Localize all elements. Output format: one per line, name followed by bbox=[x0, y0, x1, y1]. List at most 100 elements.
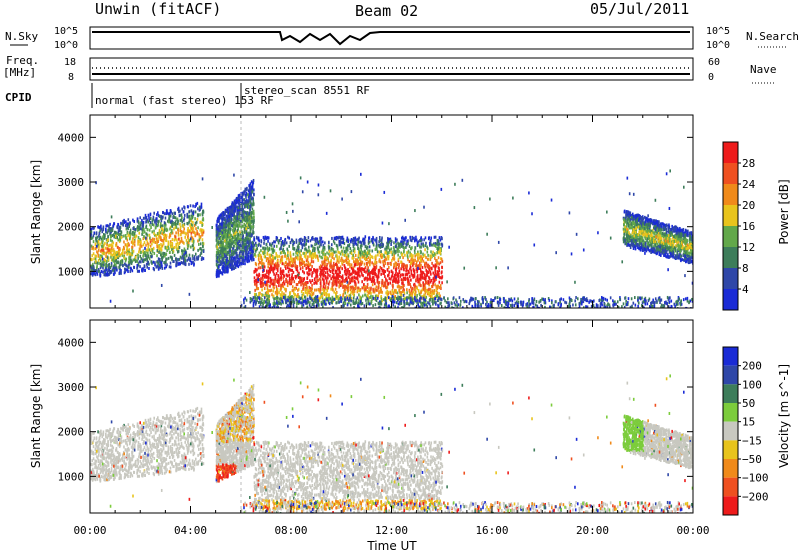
power-cell bbox=[192, 226, 195, 230]
power-cell bbox=[228, 219, 230, 223]
power-cell bbox=[192, 204, 194, 208]
power-cell bbox=[339, 242, 342, 246]
power-cell bbox=[125, 263, 127, 267]
power-cell bbox=[315, 288, 318, 292]
power-cell bbox=[115, 256, 118, 260]
power-cell bbox=[136, 269, 139, 273]
power-cell bbox=[350, 285, 353, 289]
power-cell bbox=[194, 205, 196, 209]
power-cell bbox=[306, 292, 309, 296]
power-cell bbox=[140, 227, 142, 231]
power-cell bbox=[324, 298, 327, 302]
power-cell bbox=[113, 257, 116, 261]
power-cell bbox=[329, 260, 332, 264]
power-cell bbox=[361, 253, 363, 257]
power-cell bbox=[439, 238, 442, 242]
power-cell bbox=[113, 266, 116, 270]
power-cell bbox=[234, 258, 236, 262]
power-cell bbox=[235, 249, 237, 253]
power-cell bbox=[367, 266, 369, 270]
power-cell bbox=[362, 237, 364, 241]
power-cell bbox=[99, 259, 102, 263]
power-cell bbox=[181, 207, 183, 211]
power-cell bbox=[413, 274, 416, 278]
power-cell bbox=[382, 268, 385, 272]
power-cell bbox=[333, 257, 335, 261]
power-cell bbox=[416, 253, 418, 257]
power-cell bbox=[414, 238, 417, 242]
power-cell bbox=[322, 266, 325, 270]
power-cell bbox=[401, 273, 403, 277]
power-cell bbox=[285, 254, 287, 258]
power-cell bbox=[439, 285, 442, 289]
power-cell bbox=[370, 279, 373, 283]
power-cell bbox=[345, 276, 348, 280]
power-cell bbox=[406, 272, 409, 276]
power-cell bbox=[350, 252, 353, 256]
power-cell bbox=[230, 252, 233, 256]
power-cell bbox=[97, 239, 100, 243]
power-cell bbox=[387, 292, 390, 296]
power-cell bbox=[300, 283, 302, 287]
power-cell bbox=[257, 253, 260, 257]
power-cell bbox=[186, 215, 189, 219]
power-cell bbox=[111, 244, 114, 248]
power-cell bbox=[367, 241, 370, 245]
power-cell bbox=[239, 224, 241, 228]
power-cell bbox=[310, 244, 313, 248]
power-cell bbox=[406, 243, 408, 247]
power-cell bbox=[394, 261, 397, 265]
power-cell bbox=[262, 302, 264, 306]
power-cell bbox=[326, 276, 329, 280]
nsky-panel: N.Sky 10^5 10^0 10^5 10^0 N.Search bbox=[5, 26, 799, 51]
power-cell bbox=[136, 259, 139, 263]
power-cell bbox=[273, 278, 275, 282]
power-cell bbox=[299, 240, 302, 244]
power-cell bbox=[110, 243, 113, 247]
power-cell bbox=[335, 254, 337, 258]
power-cell bbox=[105, 224, 108, 228]
radar-title: Unwin (fitACF) bbox=[95, 0, 221, 18]
power-cell bbox=[435, 285, 438, 289]
power-cell bbox=[370, 301, 372, 305]
power-cell bbox=[280, 247, 282, 251]
power-cell bbox=[201, 238, 204, 242]
power-cell bbox=[127, 227, 129, 231]
power-cell bbox=[161, 226, 163, 230]
power-cell bbox=[369, 261, 371, 265]
power-cell bbox=[250, 257, 253, 261]
power-cell bbox=[278, 284, 280, 288]
power-cell bbox=[149, 240, 152, 244]
power-cell bbox=[234, 231, 237, 235]
power-cell bbox=[375, 285, 378, 289]
power-cell bbox=[186, 229, 189, 233]
power-cell bbox=[273, 263, 276, 267]
power-cell bbox=[241, 231, 244, 235]
power-cell bbox=[159, 247, 162, 251]
power-cell bbox=[102, 260, 104, 264]
power-cell bbox=[200, 202, 203, 206]
power-cell bbox=[223, 218, 226, 222]
power-cell bbox=[215, 227, 218, 231]
power-cell bbox=[111, 268, 114, 272]
power-cell bbox=[198, 235, 201, 239]
power-cell bbox=[120, 230, 123, 234]
power-cell bbox=[422, 271, 425, 275]
power-cell bbox=[369, 271, 371, 275]
power-cell bbox=[418, 292, 421, 296]
power-cell bbox=[288, 267, 291, 271]
power-cell bbox=[273, 240, 275, 244]
power-cell bbox=[268, 242, 271, 246]
power-cell bbox=[372, 235, 374, 239]
power-cell bbox=[145, 232, 148, 236]
power-cell bbox=[245, 217, 248, 221]
power-cell bbox=[218, 254, 220, 258]
power-cell bbox=[317, 278, 319, 282]
power-cell bbox=[352, 249, 355, 253]
power-cell bbox=[184, 249, 187, 253]
power-cell bbox=[355, 283, 357, 287]
power-cell bbox=[104, 246, 107, 250]
power-cell bbox=[101, 251, 104, 255]
power-cell bbox=[98, 269, 100, 273]
power-cell bbox=[231, 203, 233, 207]
